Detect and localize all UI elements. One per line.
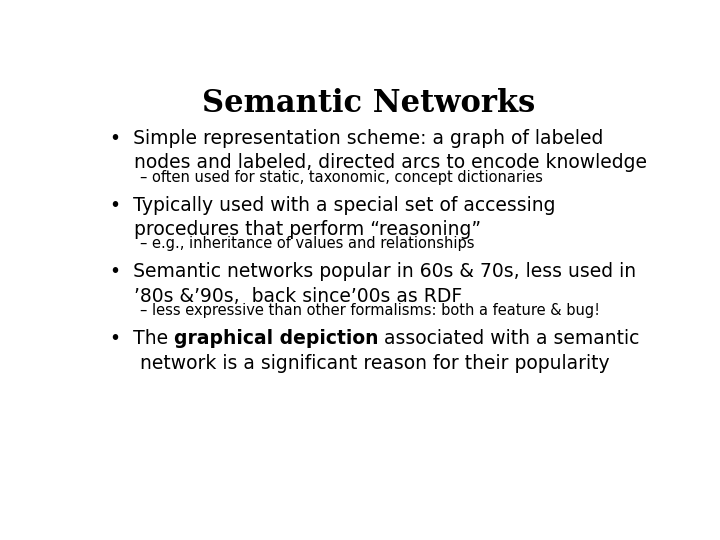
Text: •  The: • The	[109, 329, 174, 348]
Text: network is a significant reason for their popularity: network is a significant reason for thei…	[140, 354, 610, 374]
Text: •  Semantic networks popular in 60s & 70s, less used in
    ’80s &’90s,  back si: • Semantic networks popular in 60s & 70s…	[109, 262, 636, 306]
Text: – often used for static, taxonomic, concept dictionaries: – often used for static, taxonomic, conc…	[140, 170, 543, 185]
Text: – less expressive than other formalisms: both a feature & bug!: – less expressive than other formalisms:…	[140, 302, 600, 318]
Text: •  Typically used with a special set of accessing
    procedures that perform “r: • Typically used with a special set of a…	[109, 196, 555, 239]
Text: associated with a semantic: associated with a semantic	[378, 329, 639, 348]
Text: •  Simple representation scheme: a graph of labeled
    nodes and labeled, direc: • Simple representation scheme: a graph …	[109, 129, 647, 172]
Text: – e.g., inheritance of values and relationships: – e.g., inheritance of values and relati…	[140, 236, 474, 251]
Text: graphical depiction: graphical depiction	[174, 329, 378, 348]
Text: Semantic Networks: Semantic Networks	[202, 87, 536, 119]
